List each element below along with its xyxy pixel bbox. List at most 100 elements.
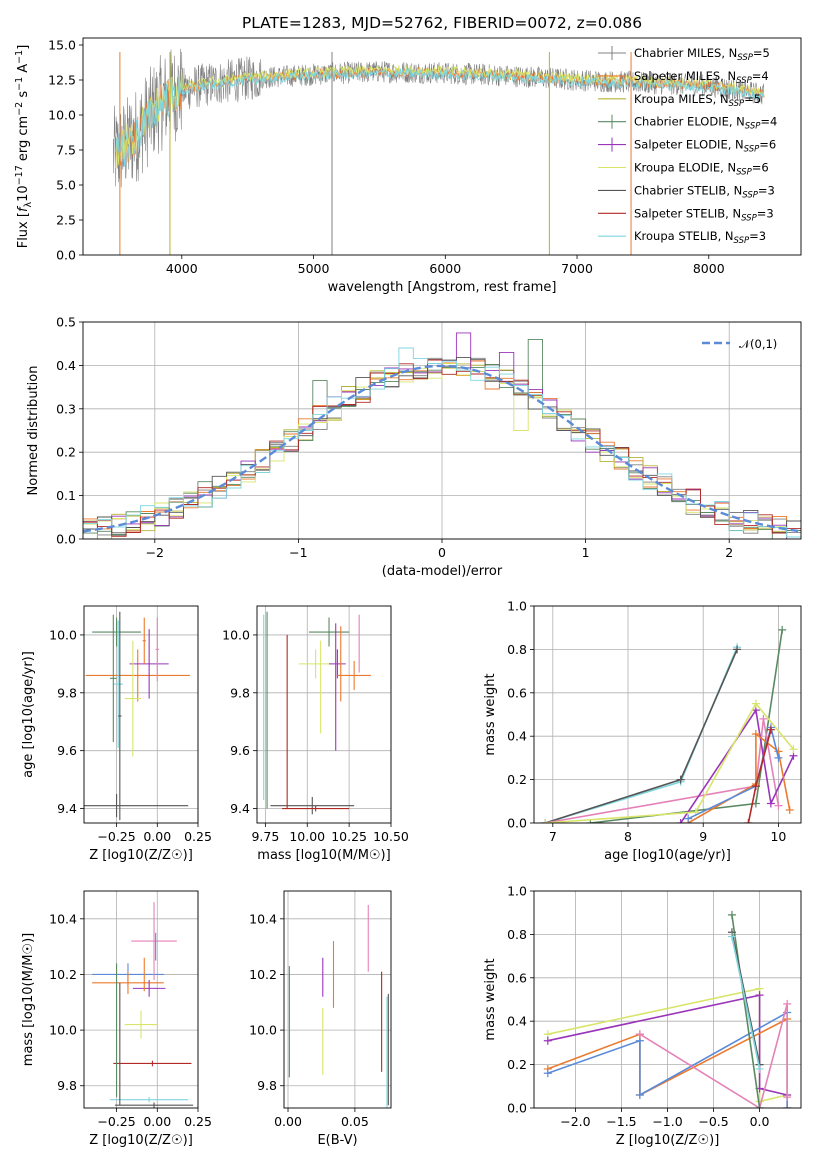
weight-vs-age-ytick-label: 0.4 xyxy=(507,729,527,744)
age-vs-Z-ytick-label: 9.6 xyxy=(57,743,77,758)
weight-vs-Z-series-marker xyxy=(543,1069,552,1078)
weight-vs-Z-ytick-label: 0.4 xyxy=(507,1014,527,1029)
mass-vs-Z-xtick-label: 0.00 xyxy=(143,1114,171,1129)
weight-vs-age-series-marker xyxy=(751,799,760,808)
age-vs-Z-ytick-label: 10.0 xyxy=(49,627,77,642)
mass-vs-EBV-xtick-label: 0.05 xyxy=(341,1114,369,1129)
weight-vs-age-series-marker xyxy=(774,801,783,810)
weight-vs-age-series-marker xyxy=(789,745,798,754)
weight-vs-age-series-line xyxy=(545,702,795,823)
weight-vs-age-ytick-label: 0.6 xyxy=(507,685,527,700)
legend-label: Salpeter MILES, NSSP=4 xyxy=(634,69,769,86)
weight-vs-Z-xtick-label: −0.5 xyxy=(698,1114,728,1129)
legend-label: Salpeter STELIB, NSSP=3 xyxy=(634,206,774,223)
mass-vs-Z-plot-area xyxy=(92,902,194,1108)
age-vs-Z-xlabel: Z [log10(Z/Z☉)] xyxy=(89,848,193,863)
spectrum-ytick-label: 5.0 xyxy=(56,178,76,193)
weight-vs-age-ytick-label: 0.2 xyxy=(507,772,527,787)
residuals-xtick-label: 0 xyxy=(438,545,446,560)
residuals-ytick-label: 0.4 xyxy=(56,358,76,373)
weight-vs-Z-series-marker xyxy=(783,999,792,1008)
age-vs-mass-xtick-label: 9.75 xyxy=(251,829,279,844)
spectrum-xtick-label: 7000 xyxy=(561,261,593,276)
weight-vs-Z-series-line xyxy=(731,936,761,1070)
spectrum-frame xyxy=(82,37,802,256)
weight-vs-age-xtick-label: 10 xyxy=(770,829,786,844)
residuals-frame xyxy=(82,321,802,540)
spectrum-ytick-label: 7.5 xyxy=(56,143,76,158)
weight-vs-Z-xtick-label: 0.0 xyxy=(750,1114,770,1129)
legend-label: Kroupa ELODIE, NSSP=6 xyxy=(634,161,769,178)
weight-vs-age-series-marker xyxy=(733,645,742,654)
weight-vs-Z-series-line xyxy=(731,932,761,1065)
age-vs-mass-ytick-label: 9.6 xyxy=(230,743,250,758)
weight-vs-Z-series-marker xyxy=(727,932,736,941)
age-vs-mass-ytick-label: 10.0 xyxy=(222,627,250,642)
mass-vs-Z-ytick-label: 10.2 xyxy=(49,967,77,982)
mass-vs-EBV-plot-area xyxy=(288,904,389,1108)
residuals-xlabel: (data-model)/error xyxy=(382,564,503,579)
residuals-ytick-label: 0.1 xyxy=(56,488,76,503)
age-vs-Z-xtick-label: 0.25 xyxy=(184,829,212,844)
mass-vs-EBV-xtick-label: 0.00 xyxy=(274,1114,302,1129)
age-vs-mass-ytick-label: 9.4 xyxy=(230,801,250,816)
spectrum-legend: Chabrier MILES, NSSP=5 Salpeter MILES, NS… xyxy=(598,46,777,246)
weight-vs-age-xlabel: age [log10(age/yr)] xyxy=(604,848,731,863)
age-vs-mass-axes: 9.75 10.00 10.25 10.50 9.4 9.6 9.8 10.0 xyxy=(222,606,409,844)
weight-vs-age-plot-area xyxy=(541,625,798,823)
weight-vs-age-series-marker xyxy=(766,799,775,808)
mass-vs-Z-xtick-label: 0.25 xyxy=(184,1114,212,1129)
legend-label: Kroupa MILES, NSSP=5 xyxy=(634,92,761,109)
weight-vs-Z-ytick-label: 1.0 xyxy=(507,884,527,899)
weight-vs-Z-ytick-label: 0.6 xyxy=(507,970,527,985)
weight-vs-Z-series-marker xyxy=(783,1104,792,1108)
weight-vs-Z-xtick-label: −2.0 xyxy=(560,1114,590,1129)
weight-vs-Z-plot-area xyxy=(543,910,792,1108)
weight-vs-age-series-marker xyxy=(676,819,685,823)
age-vs-mass-frame xyxy=(256,605,392,824)
age-vs-mass-plot-area xyxy=(263,611,371,815)
legend-label: Salpeter ELODIE, NSSP=6 xyxy=(634,138,776,155)
weight-vs-age-series-marker xyxy=(785,805,794,814)
weight-vs-Z-series-marker xyxy=(755,991,764,1000)
weight-vs-age-series-marker xyxy=(766,725,775,734)
spectrum-xtick-label: 5000 xyxy=(298,261,330,276)
residuals-legend-label: 𝒩(0,1) xyxy=(739,337,777,351)
weight-vs-age-series-marker xyxy=(751,730,760,739)
legend-label: Chabrier STELIB, NSSP=3 xyxy=(634,183,775,200)
residuals-xtick-label: −2 xyxy=(146,545,164,560)
mass-vs-EBV-ytick-label: 10.2 xyxy=(249,967,277,982)
age-vs-Z-plot-area xyxy=(84,611,190,821)
weight-vs-Z-ylabel: mass weight xyxy=(483,958,498,1040)
weight-vs-age-series-marker xyxy=(676,775,685,784)
age-vs-Z-xtick-label: −0.25 xyxy=(97,829,135,844)
weight-vs-age-frame xyxy=(533,605,802,824)
weight-vs-age-series-marker xyxy=(778,625,787,634)
weight-vs-age-series-marker xyxy=(684,814,693,823)
spectrum-xtick-label: 4000 xyxy=(166,261,198,276)
mass-vs-Z-ytick-label: 10.0 xyxy=(49,1023,77,1038)
spectrum-xtick-label: 6000 xyxy=(429,261,461,276)
age-vs-Z-frame xyxy=(83,605,199,824)
weight-vs-Z-ytick-label: 0.0 xyxy=(507,1101,527,1116)
residuals-plot-area xyxy=(83,332,801,539)
age-vs-Z-xtick-label: 0.00 xyxy=(143,829,171,844)
weight-vs-Z-series-marker xyxy=(543,1036,552,1045)
legend-label: Chabrier ELODIE, NSSP=4 xyxy=(634,115,777,132)
weight-vs-Z-series-line xyxy=(547,994,788,1096)
weight-vs-age-series-marker xyxy=(774,753,783,762)
mass-vs-EBV-axes: 0.00 0.05 9.8 10.0 10.2 10.4 xyxy=(249,891,391,1129)
weight-vs-Z-frame xyxy=(533,890,802,1109)
weight-vs-age-xtick-label: 9 xyxy=(699,829,707,844)
weight-vs-age-xtick-label: 7 xyxy=(549,829,557,844)
mass-vs-Z-xlabel: Z [log10(Z/Z☉)] xyxy=(89,1133,193,1148)
mass-vs-Z-ytick-label: 9.8 xyxy=(57,1078,77,1093)
weight-vs-Z-series-line xyxy=(639,1003,789,1108)
spectrum-ylabel: Flux [fλ10−17 erg cm−2 s−1 A−1] xyxy=(14,45,34,249)
figure-title: PLATE=1283, MJD=52762, FIBERID=0072, z=0… xyxy=(242,14,642,32)
age-vs-Z-ylabel: age [log10(age/yr)] xyxy=(21,651,36,778)
residuals-xtick-label: −1 xyxy=(289,545,307,560)
residuals-ytick-label: 0.3 xyxy=(56,401,76,416)
mass-vs-Z-frame xyxy=(83,890,199,1109)
